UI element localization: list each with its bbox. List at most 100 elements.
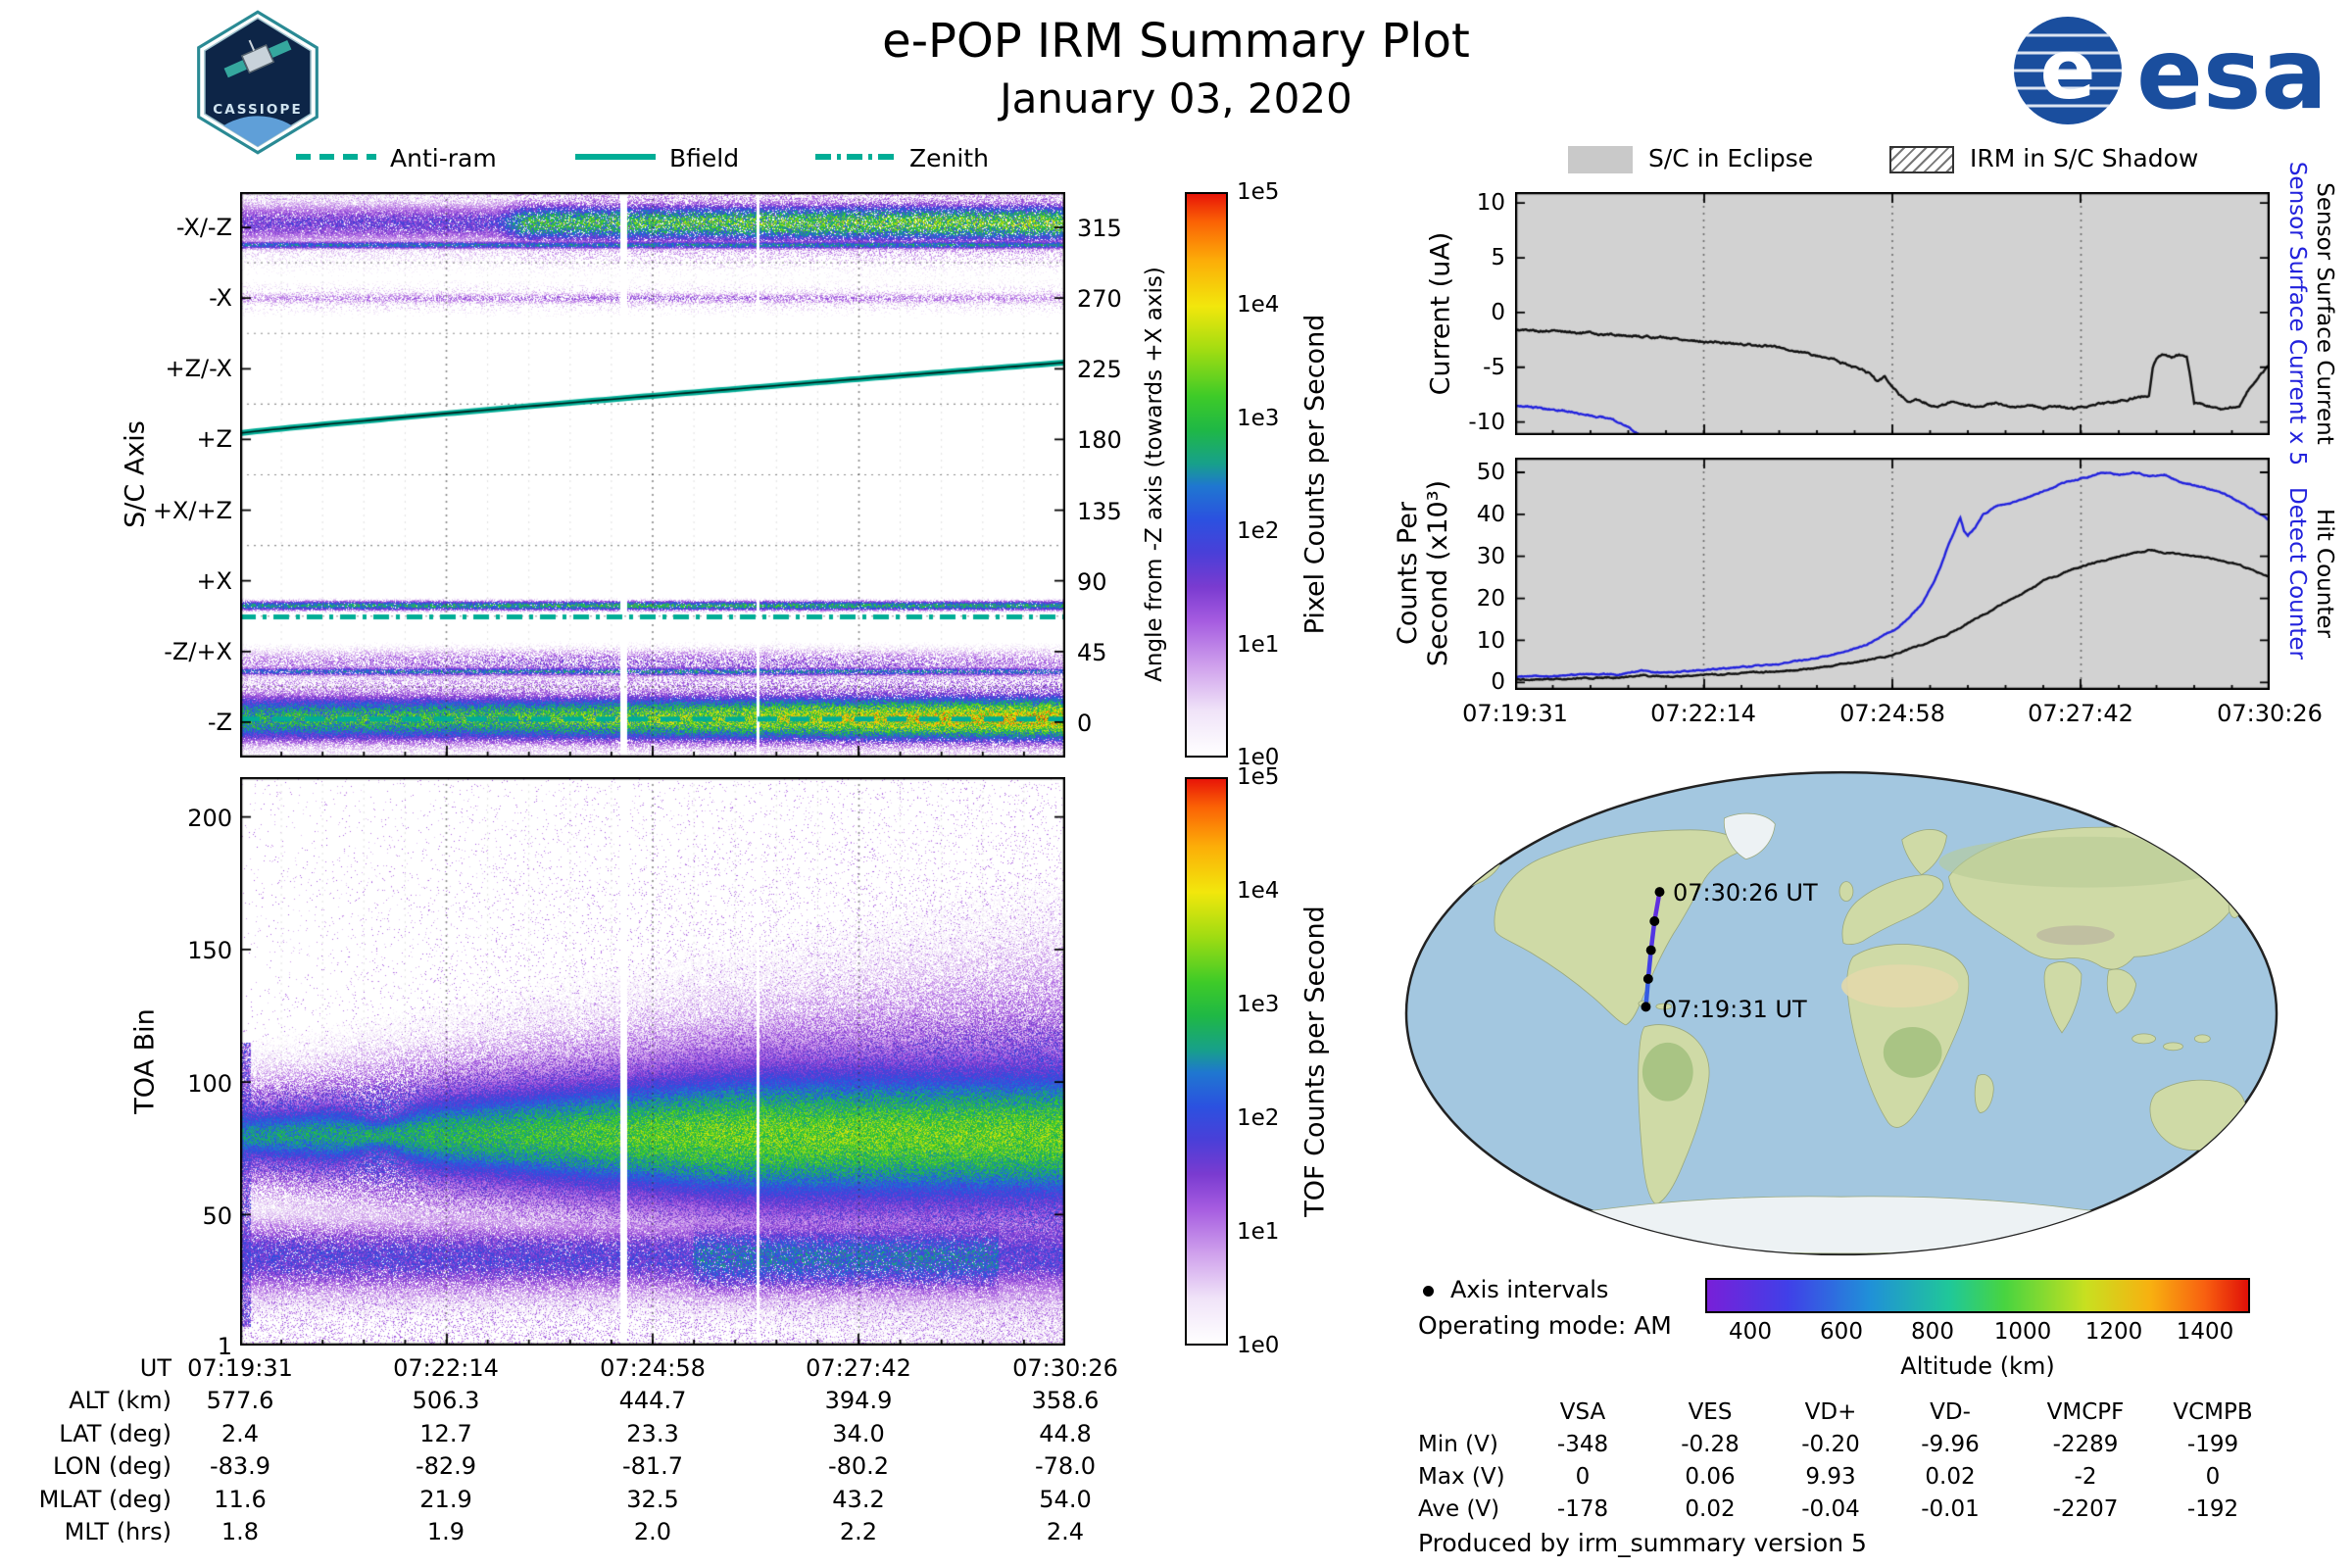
ephemeris-cell: 07:24:58 xyxy=(600,1354,706,1382)
toa-tick: 100 xyxy=(187,1070,232,1098)
voltage-col-header: VMCPF xyxy=(2046,1399,2125,1425)
shadow-legend-swatch xyxy=(1889,146,1954,173)
right-time-tick: 07:24:58 xyxy=(1839,700,1945,727)
ephemeris-cell: 1.8 xyxy=(220,1518,260,1545)
ephemeris-cell: 12.7 xyxy=(419,1420,472,1447)
track-end-time-label: 07:30:26 UT xyxy=(1673,879,1818,906)
angle-axis-label: Angle from -Z axis (towards +X axis) xyxy=(1142,267,1167,682)
ephemeris-cell: -82.9 xyxy=(415,1452,477,1480)
badge-satellite xyxy=(223,39,292,78)
right-time-tick: 07:19:31 xyxy=(1462,700,1568,727)
colorbar-tick: 1e4 xyxy=(1237,878,1280,904)
voltage-cell: 0 xyxy=(1575,1464,1591,1490)
counts-ytick: 40 xyxy=(1476,502,1505,527)
current-ytick: -10 xyxy=(1468,410,1505,435)
colorbar-tick: 1e2 xyxy=(1237,518,1280,544)
voltage-cell: -192 xyxy=(2186,1496,2239,1522)
esa-logo: e esa xyxy=(2014,17,2328,131)
colorbar-tick: 1e3 xyxy=(1237,992,1280,1017)
voltage-cell: 9.93 xyxy=(1805,1464,1856,1490)
ephemeris-cell: 07:22:14 xyxy=(393,1354,499,1382)
counts-ytick: 10 xyxy=(1476,628,1505,654)
current-ytick: 5 xyxy=(1491,245,1505,270)
ephemeris-cell: 577.6 xyxy=(206,1387,274,1414)
ephemeris-cell: 21.9 xyxy=(419,1486,472,1513)
ephemeris-cell: -83.9 xyxy=(209,1452,271,1480)
tof-counts-colorbar-label: TOF Counts per Second xyxy=(1299,906,1331,1217)
ephemeris-cell: -78.0 xyxy=(1034,1452,1097,1480)
axis-intervals-dot xyxy=(1423,1286,1434,1297)
voltage-cell: -0.28 xyxy=(1681,1432,1740,1457)
right-time-tick: 07:22:14 xyxy=(1650,700,1756,727)
voltage-row-label: Ave (V) xyxy=(1418,1496,1500,1522)
eclipse-legend-swatch xyxy=(1568,146,1633,173)
altitude-bar-label: Altitude (km) xyxy=(1900,1352,2055,1380)
colorbar-tick: 1e5 xyxy=(1237,179,1280,205)
cassiope-mission-badge: CASSIOPE xyxy=(197,10,318,155)
track-start-time-label: 07:19:31 UT xyxy=(1662,996,1807,1023)
ground-track-map xyxy=(1404,770,2278,1256)
ephemeris-row-label: LAT (deg) xyxy=(59,1420,172,1447)
voltage-col-header: VES xyxy=(1688,1399,1733,1425)
ephemeris-cell: 34.0 xyxy=(832,1420,885,1447)
ephemeris-cell: 358.6 xyxy=(1031,1387,1100,1414)
ephemeris-cell: 2.0 xyxy=(633,1518,672,1545)
ephemeris-cell: 394.9 xyxy=(824,1387,893,1414)
sc-axis-tick: +X/+Z xyxy=(152,497,232,524)
toa-spectrogram-canvas xyxy=(240,777,1065,1346)
ephemeris-cell: -80.2 xyxy=(827,1452,890,1480)
map-australia xyxy=(2149,1079,2247,1152)
altitude-colorbar xyxy=(1705,1278,2250,1313)
colorbar-tick: 1e1 xyxy=(1237,632,1280,658)
toa-tick: 50 xyxy=(202,1202,232,1230)
counts-ytick: 30 xyxy=(1476,544,1505,569)
voltage-cell: -2207 xyxy=(2052,1496,2119,1522)
ephemeris-row-label: MLAT (deg) xyxy=(38,1486,172,1513)
angle-tick: 270 xyxy=(1077,285,1122,313)
altitude-tick: 1200 xyxy=(2084,1319,2143,1345)
sc-axis-tick: +Z/-X xyxy=(165,355,232,382)
zenith-legend-line xyxy=(815,154,896,160)
voltage-cell: -348 xyxy=(1556,1432,1609,1457)
ephemeris-cell: 44.8 xyxy=(1039,1420,1092,1447)
toa-ylabel: TOA Bin xyxy=(129,1008,161,1114)
counts-ylabel-line1: Counts Per xyxy=(1393,502,1423,645)
voltage-cell: -0.20 xyxy=(1801,1432,1860,1457)
ephemeris-cell: 1.9 xyxy=(426,1518,466,1545)
sc-axis-tick: -X xyxy=(209,284,232,312)
pixel-counts-colorbar-label: Pixel Counts per Second xyxy=(1299,314,1331,635)
altitude-tick: 1400 xyxy=(2176,1319,2234,1345)
bfield-legend-line xyxy=(575,154,656,160)
ephemeris-row-label: ALT (km) xyxy=(69,1387,172,1414)
toa-tick: 1 xyxy=(217,1333,232,1360)
ephemeris-cell: 11.6 xyxy=(214,1486,267,1513)
voltage-col-header: VSA xyxy=(1559,1399,1606,1425)
page-date: January 03, 2020 xyxy=(1000,74,1352,122)
voltage-cell: -199 xyxy=(2186,1432,2239,1457)
esa-e-glyph: e xyxy=(2040,22,2096,118)
sc-axis-spectrogram-canvas xyxy=(240,192,1065,758)
voltage-row-label: Min (V) xyxy=(1418,1432,1498,1457)
right-time-tick: 07:27:42 xyxy=(2028,700,2133,727)
current-right-label: Sensor Surface Current xyxy=(2312,182,2337,445)
altitude-tick: 800 xyxy=(1911,1319,1954,1345)
voltage-cell: -2 xyxy=(2074,1464,2097,1490)
voltage-col-header: VCMPB xyxy=(2173,1399,2253,1425)
voltage-row-label: Max (V) xyxy=(1418,1464,1505,1490)
ephemeris-cell: 506.3 xyxy=(412,1387,480,1414)
antiram-legend-line xyxy=(296,154,376,160)
antiram-legend-label: Anti-ram xyxy=(390,144,497,172)
voltage-cell: 0.02 xyxy=(1685,1496,1736,1522)
voltage-cell: -0.04 xyxy=(1801,1496,1860,1522)
ephemeris-cell: 2.4 xyxy=(220,1420,260,1447)
ephemeris-cell: 07:27:42 xyxy=(806,1354,911,1382)
voltage-cell: -9.96 xyxy=(1921,1432,1980,1457)
sc-axis-tick: +X xyxy=(196,567,232,595)
map-greenland xyxy=(1723,812,1776,860)
ephemeris-cell: 32.5 xyxy=(626,1486,679,1513)
colorbar-tick: 1e5 xyxy=(1237,764,1280,790)
detect-counter-label: Detect Counter xyxy=(2284,487,2310,660)
voltage-cell: 0.06 xyxy=(1685,1464,1736,1490)
esa-wordmark: esa xyxy=(2136,17,2328,131)
